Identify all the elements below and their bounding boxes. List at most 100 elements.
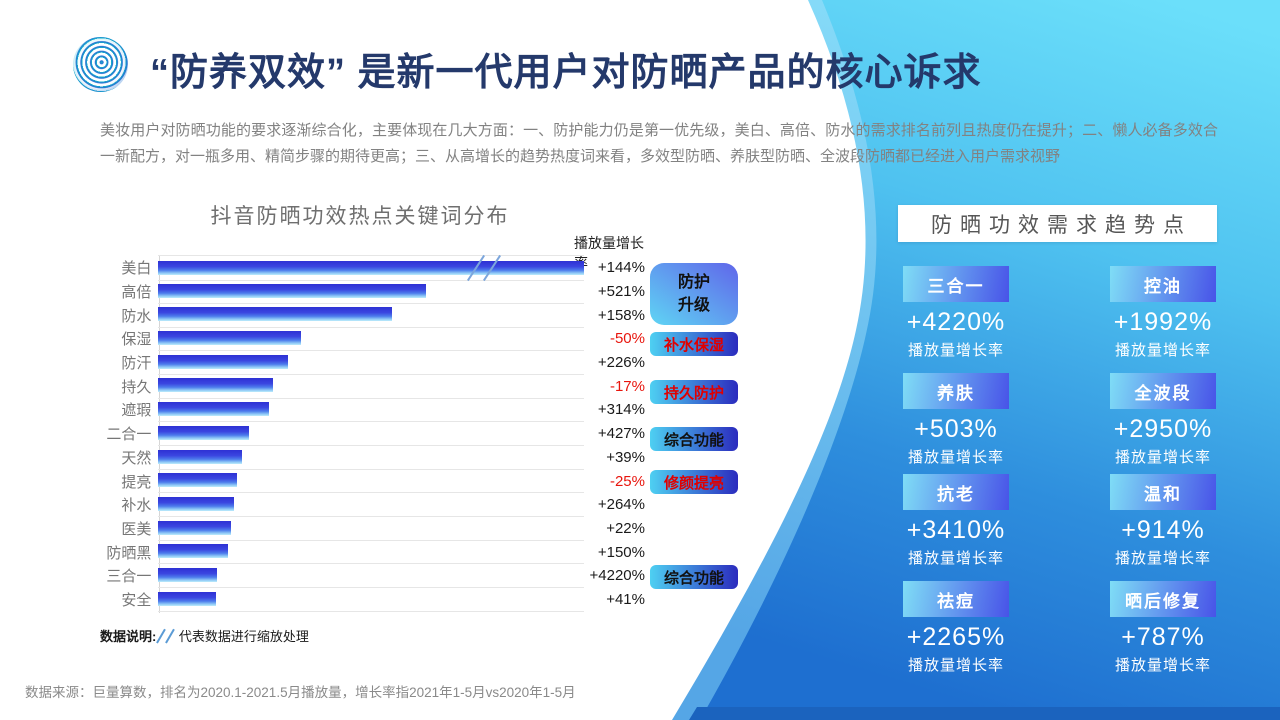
- note-prefix: 数据说明:: [100, 629, 157, 644]
- bar-track: [158, 540, 584, 565]
- plot-area: 美白 +144% 高倍 +521% 防水 +158% 保湿 -50% 防汗 +2…: [100, 255, 645, 612]
- category-label: 美白: [121, 260, 152, 278]
- growth-value: +521%: [597, 283, 645, 301]
- chart-row: 保湿 -50%: [100, 327, 645, 352]
- trend-card: 三合一 +4220% 播放量增长率: [882, 266, 1030, 360]
- chart-row: 三合一 +4220%: [100, 563, 645, 589]
- chart-row: 二合一 +427%: [100, 422, 645, 446]
- growth-value: +144%: [597, 259, 645, 277]
- metric-label: 播放量增长率: [1114, 657, 1211, 674]
- growth-value: +1992%: [1113, 308, 1213, 336]
- category-label: 遮瑕: [121, 402, 152, 420]
- bar: [158, 354, 289, 369]
- growth-value: +787%: [1121, 623, 1205, 651]
- category-label: 持久: [121, 378, 152, 396]
- slide-body-text: 美妆用户对防晒功能的要求逐渐综合化，主要体现在几大方面：一、防护能力仍是第一优先…: [100, 122, 1218, 165]
- keyword-badge: 温和: [1110, 474, 1216, 510]
- category-label: 医美: [121, 520, 152, 538]
- category-label: 防晒黑: [106, 544, 152, 562]
- keyword-bar-chart: 抖音防晒功效热点关键词分布 播放量增长率 美白 +144% 高倍 +521% 防…: [100, 200, 738, 670]
- category-label: 二合一: [106, 426, 152, 444]
- chart-note: 数据说明: 代表数据进行缩放处理: [100, 626, 309, 645]
- growth-value: +503%: [914, 415, 998, 443]
- bar-track: [158, 350, 584, 375]
- group-badge: 持久防护: [650, 380, 738, 404]
- bar-track: [158, 563, 584, 589]
- keyword-badge: 三合一: [903, 266, 1009, 302]
- chart-row: 天然 +39%: [100, 446, 645, 470]
- bar: [158, 331, 301, 346]
- chart-row: 安全 +41%: [100, 588, 645, 612]
- chart-row: 高倍 +521%: [100, 280, 645, 304]
- category-label: 高倍: [121, 284, 152, 302]
- trend-card: 晒后修复 +787% 播放量增长率: [1089, 581, 1237, 675]
- main-swoosh-shape: [700, 0, 1280, 720]
- growth-value: -17%: [609, 377, 645, 395]
- keyword-badge: 全波段: [1110, 373, 1216, 409]
- bar: [158, 402, 269, 417]
- keyword-badge: 控油: [1110, 266, 1216, 302]
- bar-track: [158, 445, 584, 470]
- growth-value: +2950%: [1113, 415, 1213, 443]
- axis-break-icon: [165, 628, 175, 643]
- group-badge: 防护 升级: [650, 263, 738, 325]
- growth-value: +264%: [597, 496, 645, 514]
- bar-track: [158, 516, 584, 541]
- growth-value: +150%: [597, 543, 645, 561]
- growth-value: +226%: [597, 354, 645, 372]
- growth-value: +4220%: [589, 567, 645, 585]
- bottom-strip: [689, 707, 1280, 720]
- bar: [158, 449, 242, 464]
- growth-value: -25%: [609, 472, 645, 490]
- metric-label: 播放量增长率: [1114, 550, 1211, 567]
- bar: [158, 544, 229, 559]
- data-source-note: 数据来源：巨量算数，排名为2020.1-2021.5月播放量，增长率指2021年…: [25, 685, 576, 700]
- growth-value: -50%: [609, 330, 645, 348]
- category-label: 天然: [121, 449, 152, 467]
- bar: [158, 567, 218, 582]
- bar-track: [158, 303, 584, 328]
- bar: [158, 591, 216, 606]
- chart-row: 提亮 -25%: [100, 469, 645, 494]
- metric-label: 播放量增长率: [907, 657, 1004, 674]
- metric-label: 播放量增长率: [1114, 342, 1211, 359]
- bar-track: [158, 255, 584, 281]
- chart-row: 防汗 +226%: [100, 351, 645, 375]
- bar-track: [158, 279, 584, 304]
- bar-track: [158, 492, 584, 518]
- group-badge: 综合功能: [650, 565, 738, 589]
- keyword-badge: 养肤: [903, 373, 1009, 409]
- growth-value: +314%: [597, 401, 645, 419]
- note-suffix: 代表数据进行缩放处理: [178, 629, 309, 644]
- growth-value: +3410%: [906, 516, 1006, 544]
- chart-row: 补水 +264%: [100, 492, 645, 518]
- chart-row: 防水 +158%: [100, 303, 645, 328]
- growth-value: +22%: [606, 519, 645, 537]
- growth-value: +914%: [1121, 516, 1205, 544]
- chart-row: 医美 +22%: [100, 517, 645, 541]
- growth-value: +39%: [606, 448, 645, 466]
- group-badge: 综合功能: [650, 427, 738, 451]
- category-label: 提亮: [121, 473, 152, 491]
- bar-track: [158, 374, 584, 399]
- bar: [158, 378, 274, 393]
- growth-value: +427%: [597, 425, 645, 443]
- chart-title: 抖音防晒功效热点关键词分布: [210, 205, 510, 228]
- chart-row: 防晒黑 +150%: [100, 540, 645, 565]
- group-badge: 补水保湿: [650, 332, 738, 356]
- growth-value: +158%: [597, 306, 645, 324]
- category-label: 防汗: [121, 355, 152, 373]
- axis-break-icon: [155, 628, 166, 643]
- trend-card: 全波段 +2950% 播放量增长率: [1089, 373, 1237, 467]
- trend-card: 温和 +914% 播放量增长率: [1089, 474, 1237, 568]
- bar-track: [158, 421, 584, 446]
- keyword-badge: 祛痘: [903, 581, 1009, 617]
- bar-track: [158, 469, 584, 494]
- bar-track: [158, 327, 584, 352]
- metric-label: 播放量增长率: [907, 342, 1004, 359]
- category-label: 补水: [121, 497, 152, 515]
- category-label: 三合一: [106, 568, 152, 586]
- metric-label: 播放量增长率: [1114, 449, 1211, 466]
